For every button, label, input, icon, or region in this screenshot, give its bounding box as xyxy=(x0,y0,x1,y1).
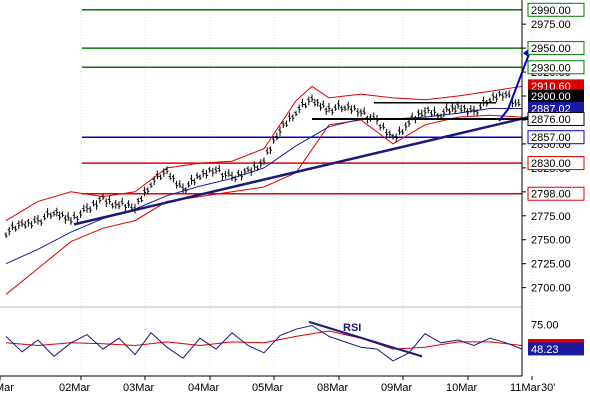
rsi-signal-line xyxy=(5,330,523,350)
time-tick-label: 03Mar xyxy=(123,382,155,394)
price-tick-label: 2725.00 xyxy=(531,259,571,271)
rsi-tick-label: 75.00 xyxy=(531,320,559,332)
time-tick-label: 30' xyxy=(541,382,555,394)
pivot-tag xyxy=(527,112,585,127)
support-2-tag xyxy=(527,156,585,171)
time-tick-label: 10Mar xyxy=(446,382,478,394)
rsi-value-box xyxy=(528,342,584,356)
time-tick-label: 08Mar xyxy=(317,382,349,394)
resistance-2-tag-label: 2950.00 xyxy=(531,43,571,55)
time-tick-label: 02Mar xyxy=(59,382,91,394)
axes xyxy=(0,0,533,380)
resistance-1-tag-label: 2930.00 xyxy=(531,62,571,74)
price-tick-label: 2750.00 xyxy=(531,235,571,247)
price-tick-label: 2975.00 xyxy=(531,19,571,31)
last-price-box-label: 2900.00 xyxy=(531,91,571,103)
time-tick-label: 05Mar xyxy=(252,382,284,394)
ma-box xyxy=(528,101,584,115)
bollinger-lower-line xyxy=(5,114,523,295)
support-1-tag xyxy=(527,130,585,145)
pivot-tag-label: 2876.00 xyxy=(531,114,571,126)
support-trendline xyxy=(73,111,550,226)
indicator-lines xyxy=(5,85,523,295)
resistance-3-tag-label: 2990.00 xyxy=(531,5,571,17)
price-tick-label: 2700.00 xyxy=(531,283,571,295)
bollinger-upper-line xyxy=(5,85,523,222)
forecast-arrow-line xyxy=(498,45,533,122)
rsi-value-box-label: 48.23 xyxy=(531,344,559,356)
rsi-title: RSI xyxy=(343,322,361,334)
resistance-1-tag xyxy=(527,60,585,75)
resistance-3-tag xyxy=(527,2,585,17)
price-tags: 2990.00 2950.00 2930.00 2857.00 2830.00 2798.… xyxy=(527,2,585,356)
resistance-2-tag xyxy=(527,41,585,56)
support-2-tag-label: 2830.00 xyxy=(531,158,571,170)
time-tick-label: 04Mar xyxy=(188,382,220,394)
support-3-tag xyxy=(527,186,585,201)
candlesticks xyxy=(4,90,521,239)
time-tick-label: 09Mar xyxy=(381,382,413,394)
last-price-box xyxy=(528,89,584,103)
time-tick-label: Mar xyxy=(0,382,14,394)
support-1-tag-label: 2857.00 xyxy=(531,132,571,144)
price-tick-label: 2775.00 xyxy=(531,211,571,223)
moving-average-line xyxy=(5,108,522,265)
rsi-line xyxy=(5,324,523,362)
trend-drawings xyxy=(73,45,558,226)
time-tick-label: 11Mar xyxy=(510,382,541,394)
price-panel-grid xyxy=(80,5,533,370)
support-3-tag-label: 2798.00 xyxy=(531,189,571,201)
rsi-panel: RSI xyxy=(0,306,523,362)
rsi-trendline xyxy=(308,320,423,358)
upper-band-box xyxy=(528,79,584,93)
